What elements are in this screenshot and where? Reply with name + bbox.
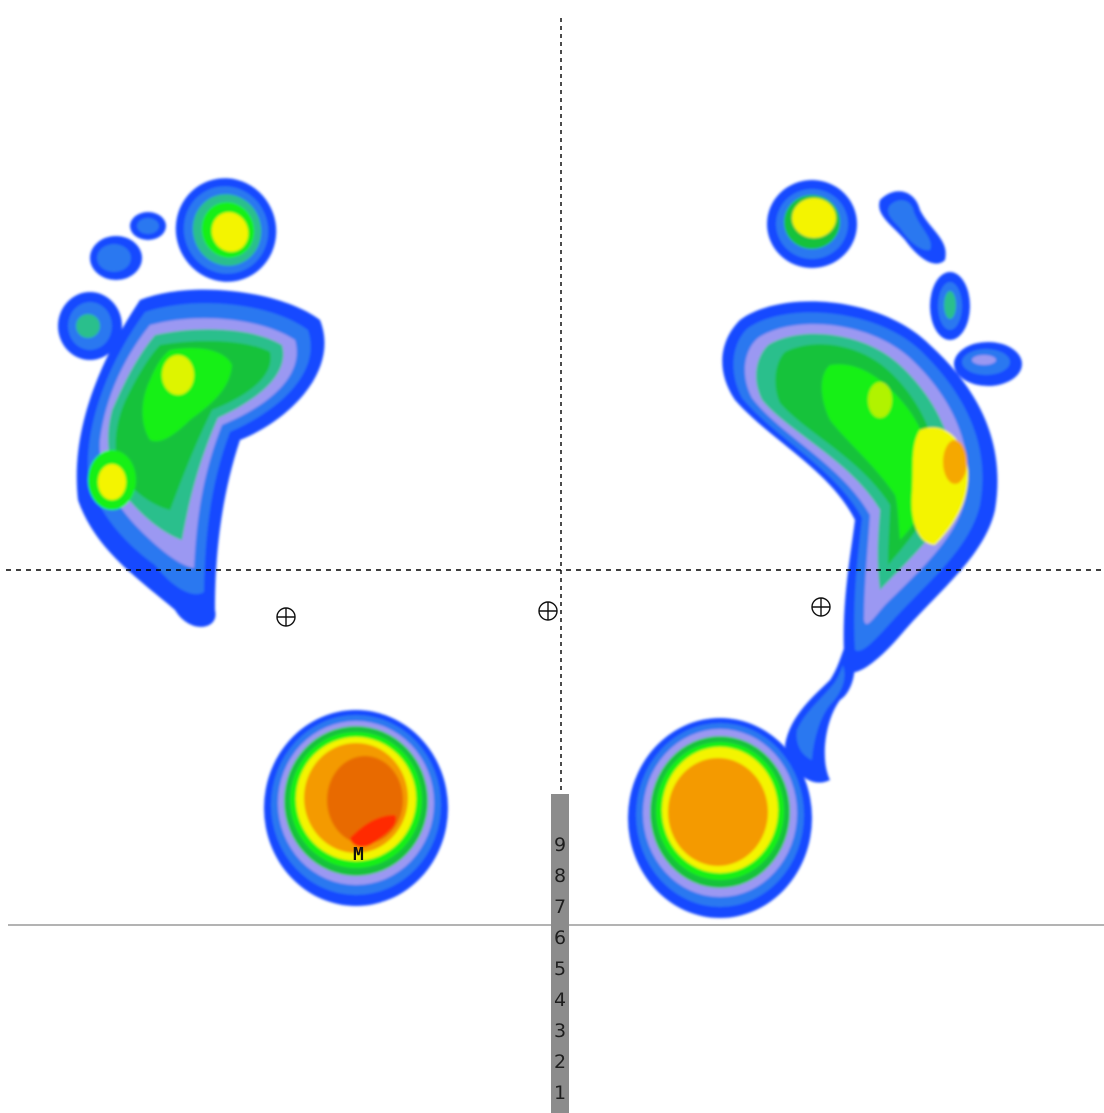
scale-bar: 9 8 7 6 5 4 3 2 1 [551,794,569,1113]
left-small-toes [58,212,166,360]
right-heel [628,718,812,918]
scale-digit: 4 [553,989,567,1011]
crosshair-circle-icon [538,601,558,621]
right-small-toes [879,191,1022,386]
scale-digit: 9 [553,834,567,856]
crosshair-circle-icon [276,607,296,627]
right-big-toe [767,180,857,268]
left-big-toe [175,178,277,282]
scale-digit: 5 [553,958,567,980]
crosshair-circle-icon [811,597,831,617]
left-foot-pressure-map [58,178,448,906]
scale-digit: 1 [553,1082,567,1104]
scale-digit: 8 [553,865,567,887]
scale-digit: 7 [553,896,567,918]
right-forefoot [722,301,998,673]
left-forefoot [76,289,325,627]
scale-digit: 3 [553,1020,567,1042]
right-lateral-band [785,640,855,783]
scale-digit: 6 [553,927,567,949]
max-pressure-marker-label: M [353,844,364,865]
left-heel [264,710,448,906]
scale-digit: 2 [553,1051,567,1073]
right-foot-pressure-map [628,180,1022,918]
